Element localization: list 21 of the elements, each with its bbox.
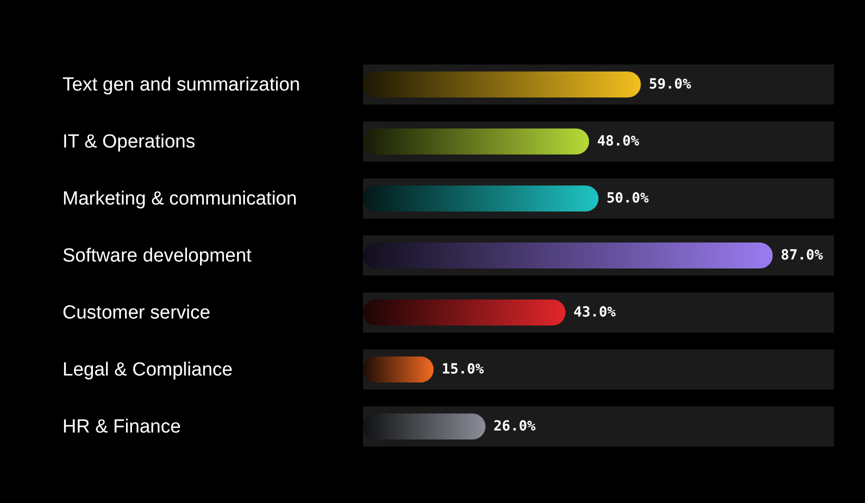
- y-tick-label: IT & Operations: [62, 132, 196, 152]
- data-label: 87.0%: [780, 248, 824, 264]
- y-tick-label: Customer service: [62, 302, 210, 324]
- y-tick-label: Marketing & communication: [62, 188, 297, 210]
- data-label: 26.0%: [493, 418, 536, 434]
- data-label: 15.0%: [442, 362, 484, 378]
- y-tick-label: Software development: [62, 246, 252, 266]
- y-tick-label: Legal & Compliance: [62, 360, 233, 380]
- bar: [363, 72, 641, 98]
- bar: [363, 242, 773, 268]
- bar: [363, 300, 566, 326]
- y-tick-label: Text gen and summarization: [62, 74, 300, 96]
- bar: [363, 414, 486, 440]
- bar: [363, 128, 590, 154]
- data-label: 43.0%: [574, 304, 616, 320]
- y-tick-label: HR & Finance: [62, 416, 181, 438]
- bar: [363, 186, 598, 212]
- data-label: 59.0%: [648, 76, 692, 92]
- data-label: 48.0%: [597, 134, 640, 150]
- data-label: 50.0%: [606, 190, 650, 206]
- bar: [363, 356, 434, 382]
